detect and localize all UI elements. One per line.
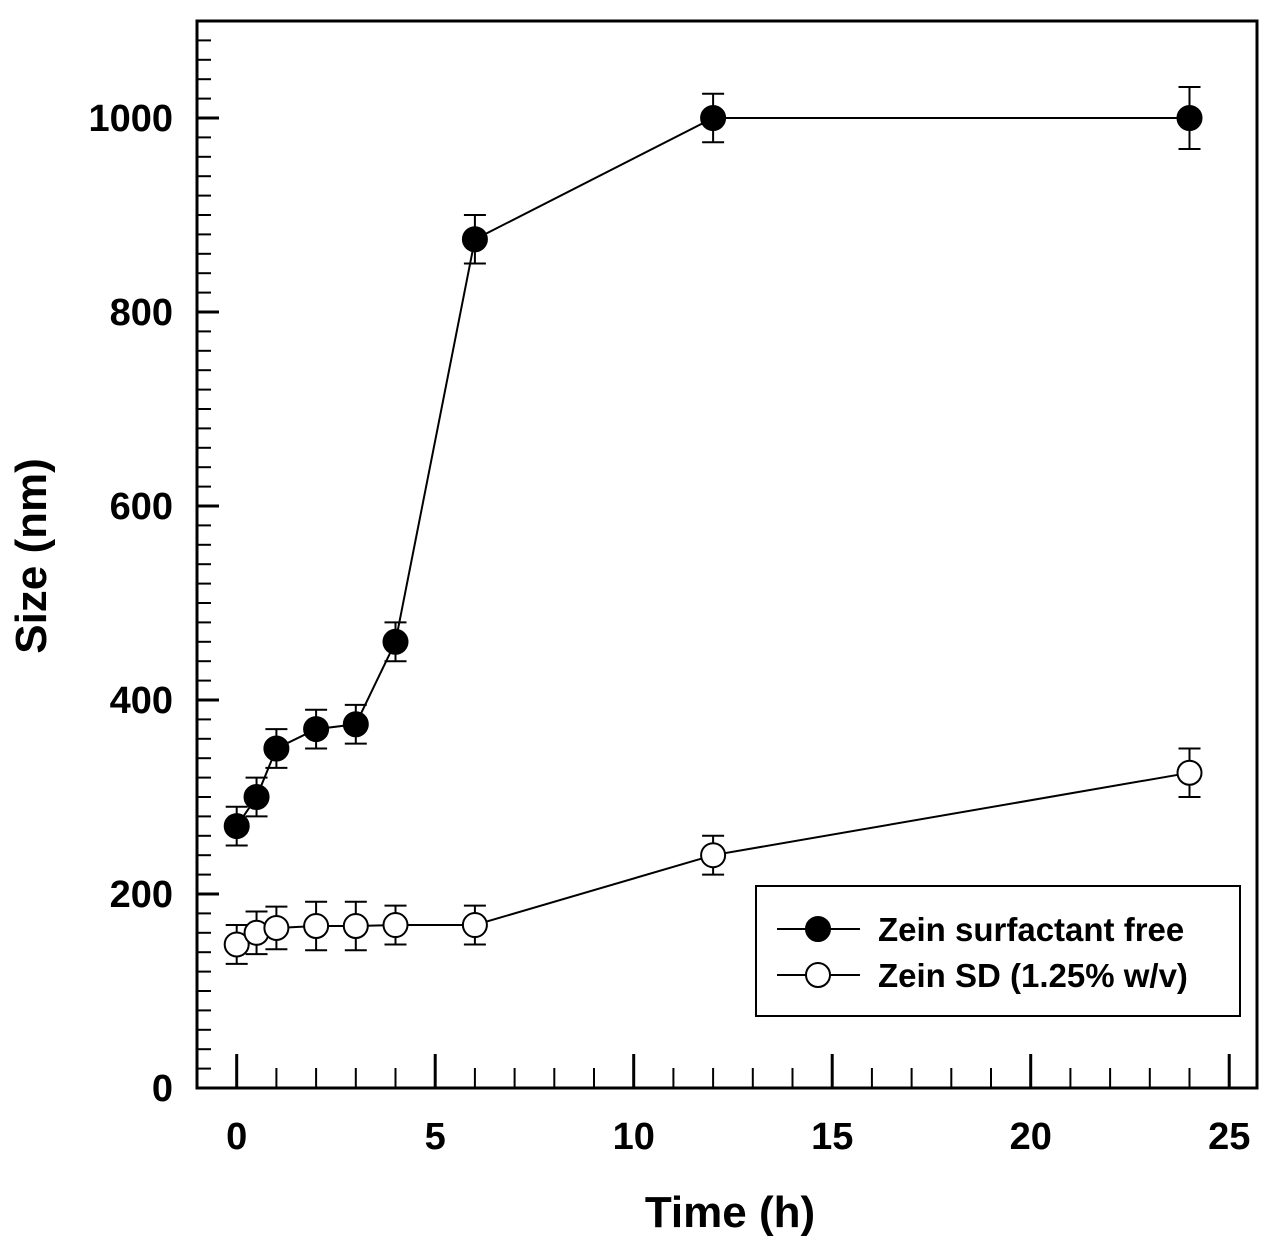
x-tick-label: 5 — [425, 1116, 446, 1158]
data-point — [303, 716, 330, 743]
data-point — [223, 813, 250, 840]
y-tick-label: 0 — [152, 1068, 173, 1110]
x-tick-label: 15 — [811, 1116, 853, 1158]
legend-marker-filled-circle-icon — [805, 916, 831, 942]
data-point — [700, 842, 727, 869]
y-tick-label: 400 — [110, 680, 173, 722]
series-2 — [223, 747, 1203, 965]
data-point — [263, 914, 290, 941]
data-point — [1176, 759, 1203, 786]
x-tick-label: 25 — [1208, 1116, 1250, 1158]
data-point — [342, 913, 369, 940]
data-point — [1176, 105, 1203, 131]
legend-marker-open-circle-icon — [805, 962, 831, 988]
data-point — [243, 784, 270, 810]
y-tick-label: 200 — [110, 874, 173, 916]
data-point — [382, 912, 409, 939]
plot-area-frame — [195, 19, 1259, 1090]
y-tick-label: 800 — [110, 292, 173, 334]
legend-label-series-1: Zein surfactant free — [878, 911, 1184, 948]
data-point — [461, 912, 488, 939]
legend-label-series-2: Zein SD (1.25% w/v) — [878, 957, 1188, 994]
data-point — [223, 931, 250, 958]
data-point — [263, 735, 290, 762]
data-point — [303, 913, 330, 940]
data-point — [461, 226, 488, 253]
series-layer — [223, 85, 1203, 965]
data-point — [382, 628, 409, 655]
data-point — [700, 105, 727, 131]
y-axis-title: Size (nm) — [7, 458, 56, 654]
x-axis-title: Time (h) — [645, 1188, 815, 1237]
x-tick-label: 10 — [613, 1116, 655, 1158]
data-point — [342, 711, 369, 738]
y-axis-ticks: 0 200 400 600 800 1000 — [88, 20, 219, 1110]
legend-box — [755, 885, 1241, 1017]
x-axis-ticks: 0 5 10 15 20 25 — [226, 1054, 1250, 1158]
x-tick-label: 20 — [1010, 1116, 1052, 1158]
y-tick-label: 600 — [110, 486, 173, 528]
y-tick-label: 1000 — [88, 98, 173, 140]
legend: Zein surfactant free Zein SD (1.25% w/v) — [755, 885, 1241, 1017]
series-1 — [223, 85, 1203, 847]
x-tick-label: 0 — [226, 1116, 247, 1158]
